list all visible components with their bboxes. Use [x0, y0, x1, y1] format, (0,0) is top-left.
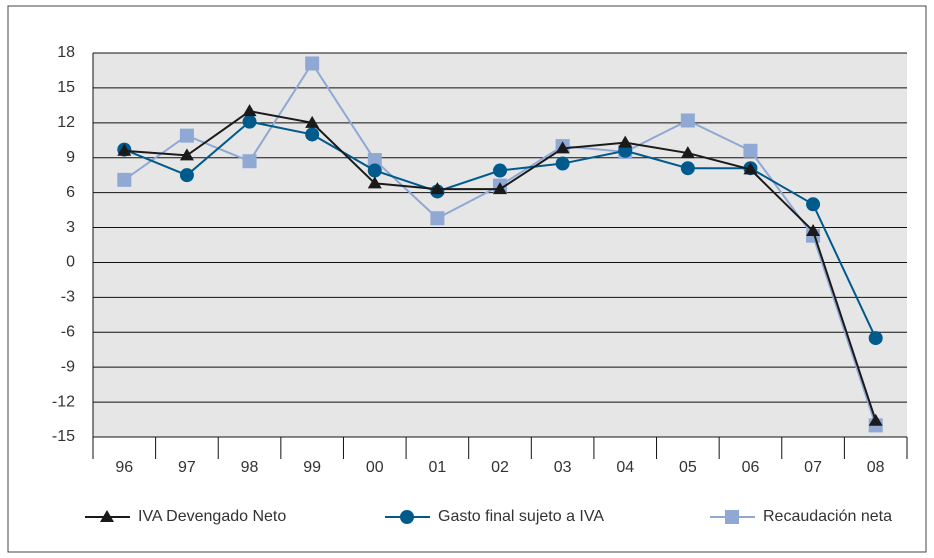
- point: [618, 135, 633, 148]
- point: [367, 176, 382, 189]
- point: [305, 115, 320, 128]
- x-tick-label: 03: [554, 459, 572, 476]
- y-tick-label: -6: [61, 323, 75, 340]
- point: [680, 113, 695, 128]
- point: [242, 154, 257, 169]
- point: [179, 168, 194, 183]
- point: [680, 161, 695, 176]
- point: [179, 128, 194, 143]
- x-tick-label: 02: [491, 459, 509, 476]
- x-tick-label: 08: [867, 459, 885, 476]
- x-tick-label: 07: [804, 459, 822, 476]
- y-tick-label: -15: [52, 428, 75, 445]
- point: [430, 211, 445, 226]
- y-tick-label: -3: [61, 289, 75, 306]
- x-tick-label: 96: [115, 459, 133, 476]
- y-tick-label: 0: [66, 254, 75, 271]
- x-tick-label: 99: [303, 459, 321, 476]
- point: [242, 114, 257, 129]
- y-tick-label: 12: [57, 114, 75, 131]
- point: [868, 331, 883, 346]
- point: [806, 224, 821, 237]
- point: [493, 182, 507, 195]
- point: [743, 162, 758, 175]
- point: [555, 141, 570, 154]
- legend-label: Recaudación neta: [763, 508, 892, 525]
- y-tick-label: -12: [52, 393, 75, 410]
- y-tick-label: 15: [57, 79, 75, 96]
- point: [305, 56, 320, 71]
- point: [117, 172, 132, 187]
- point: [493, 163, 507, 178]
- point: [179, 148, 194, 161]
- point: [743, 143, 758, 158]
- legend-marker: [725, 510, 739, 524]
- plot-area: [93, 53, 907, 437]
- x-tick-label: 06: [742, 459, 760, 476]
- y-tick-label: 3: [66, 219, 75, 236]
- point: [430, 182, 445, 195]
- point: [367, 153, 382, 168]
- x-tick-label: 00: [366, 459, 384, 476]
- point: [680, 146, 695, 159]
- point: [117, 143, 132, 156]
- legend-label: Gasto final sujeto a IVA: [438, 508, 604, 525]
- point: [868, 413, 883, 426]
- y-tick-label: 9: [66, 149, 75, 166]
- x-tick-label: 05: [679, 459, 697, 476]
- x-tick-label: 04: [616, 459, 634, 476]
- point: [806, 197, 821, 212]
- point: [367, 163, 382, 178]
- y-tick-label: 18: [57, 44, 75, 61]
- point: [242, 104, 257, 117]
- x-tick-label: 97: [178, 459, 196, 476]
- x-tick-label: 98: [241, 459, 259, 476]
- legend-label: IVA Devengado Neto: [138, 508, 286, 525]
- legend-marker: [400, 510, 414, 524]
- y-tick-label: 6: [66, 184, 75, 201]
- x-tick-label: 01: [428, 459, 446, 476]
- point: [305, 127, 320, 142]
- point: [555, 156, 570, 171]
- legend-marker: [100, 510, 114, 522]
- y-tick-label: -9: [61, 358, 75, 375]
